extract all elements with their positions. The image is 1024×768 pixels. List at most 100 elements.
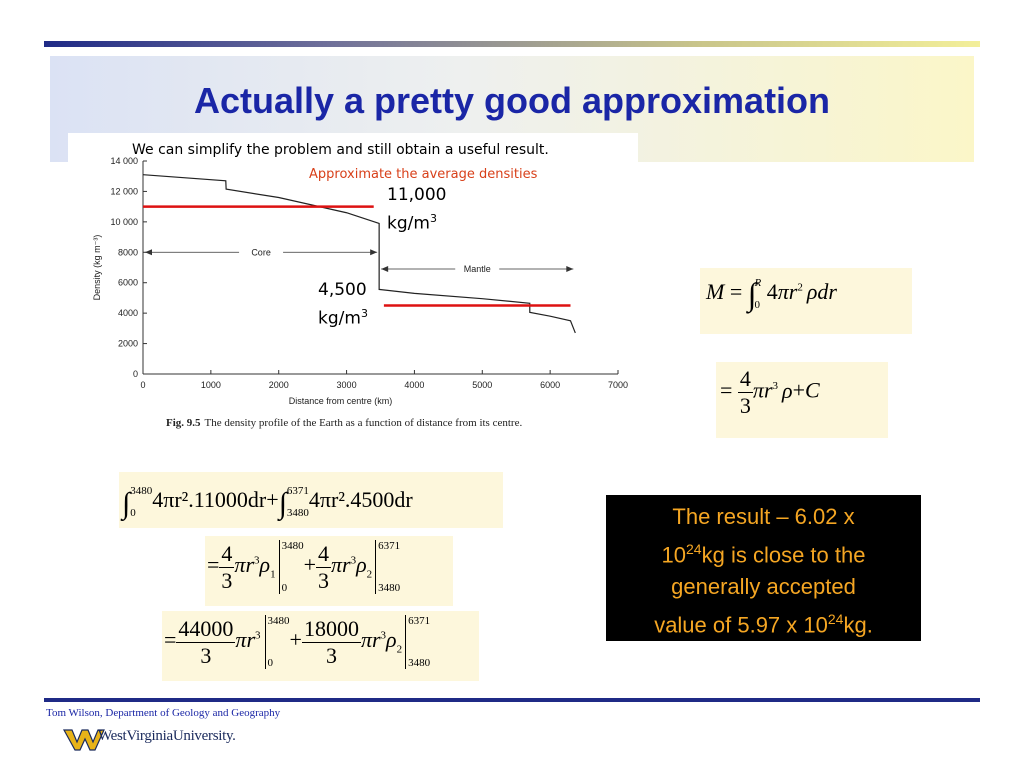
eq5-sub2: 2 xyxy=(396,643,403,656)
eq5-den2: 3 xyxy=(325,642,337,668)
result-line3: generally accepted xyxy=(671,574,856,600)
eq4-pow2: 3 xyxy=(350,554,357,567)
eq1-lhs: M xyxy=(706,279,725,305)
y-tick-label: 0 xyxy=(133,369,138,379)
core-density-unit: kg/m xyxy=(387,213,430,234)
eq5-rho2: ρ xyxy=(386,627,397,653)
core-density-label: 11,000 kg/m3 xyxy=(387,184,446,236)
eq4-sub1: 1 xyxy=(270,568,276,581)
eq5-den1: 3 xyxy=(200,642,212,668)
density-figure xyxy=(68,133,638,435)
result-line4-exp: 24 xyxy=(827,611,844,628)
result-line2-rest: kg is close to the xyxy=(701,542,866,568)
eq1-pi: π xyxy=(777,279,789,305)
eq4-den2: 3 xyxy=(318,567,329,593)
eq4-lim1-lo: 0 xyxy=(281,582,288,594)
eq5-body2: πr xyxy=(360,627,381,653)
equation-mass-box xyxy=(700,268,912,334)
caption-label: Fig. 9.5 xyxy=(166,417,201,429)
eq3-plus: + xyxy=(266,487,279,513)
core-density-exp: 3 xyxy=(429,212,437,225)
eq3-a-upper: 3480 xyxy=(130,485,153,497)
mantle-density-label: 4,500 kg/m3 xyxy=(318,279,368,331)
x-tick-label: 3000 xyxy=(337,380,357,390)
integral-icon: ∫ xyxy=(122,487,131,521)
y-tick-label: 6000 xyxy=(118,278,138,288)
eq4-pow1: 3 xyxy=(254,554,260,567)
eq5-lim1-lo: 0 xyxy=(267,657,274,669)
eq4-rho2: ρ xyxy=(356,552,367,578)
eq5-lim2-up: 6371 xyxy=(408,615,431,627)
eq5-num2: 18000 xyxy=(301,615,361,643)
eq1-upper: R xyxy=(754,277,762,289)
y-tick-label: 12 000 xyxy=(110,186,138,196)
eq2-c: C xyxy=(805,377,820,403)
eq4-body1: πr xyxy=(234,552,255,578)
eq2-num: 4 xyxy=(737,366,753,393)
eq3-b-body: 4πr².4500dr xyxy=(308,487,413,513)
mantle-density-unit: kg/m xyxy=(318,308,361,329)
approx-note: Approximate the average densities xyxy=(309,167,538,182)
eq5-pow2: 3 xyxy=(380,629,387,642)
result-line4-post: kg. xyxy=(843,612,873,638)
arrow-head-icon xyxy=(566,266,574,273)
x-tick-label: 7000 xyxy=(608,380,628,390)
eq4-lim2-up: 6371 xyxy=(378,540,401,552)
eq4-num2: 4 xyxy=(316,540,331,568)
eq5-plus: + xyxy=(289,627,302,653)
region-label-bg xyxy=(455,263,500,276)
eq1-r: r xyxy=(788,279,798,305)
arrow-head-icon xyxy=(381,266,389,273)
eq2-plus: + xyxy=(792,377,805,403)
eq5-pow1: 3 xyxy=(255,629,261,642)
equation-evaluated-box xyxy=(205,536,453,606)
region-label-bg xyxy=(239,246,284,259)
integral-icon: ∫ xyxy=(747,276,757,313)
y-tick-label: 2000 xyxy=(118,339,138,349)
page-title: Actually a pretty good approximation xyxy=(193,80,831,121)
top-divider xyxy=(44,41,980,47)
result-line2-exp: 24 xyxy=(686,541,702,557)
y-axis-label: Density (kg m⁻³) xyxy=(92,235,102,301)
eq5-lim1-up: 3480 xyxy=(267,615,290,627)
footer-credit: Tom Wilson, Department of Geology and Ge… xyxy=(46,707,281,719)
wvu-logo-text: WestVirginiaUniversity. xyxy=(98,728,236,744)
region-label: Mantle xyxy=(464,264,491,274)
eq4-lim2-lo: 3480 xyxy=(378,582,401,594)
eq1-coef: 4 xyxy=(766,279,778,305)
x-tick-label: 1000 xyxy=(201,380,221,390)
caption-text: The density profile of the Earth as a fu… xyxy=(204,417,523,429)
eq5-lim2-lo: 3480 xyxy=(408,657,431,669)
eq3-b-upper: 6371 xyxy=(286,485,309,497)
equation-integrated-box xyxy=(716,362,888,438)
eq2-rho: ρ xyxy=(782,377,793,403)
eq3-a-lower: 0 xyxy=(130,507,136,519)
result-line2-base: 10 xyxy=(661,542,687,568)
eq2-pi: π xyxy=(752,377,764,403)
eq4-body2: πr xyxy=(331,552,351,578)
eq1-rho: ρ xyxy=(806,279,818,305)
result-line4-pre: value of 5.97 x 10 xyxy=(654,612,828,638)
x-axis-label: Distance from centre (km) xyxy=(289,396,393,406)
arrow-head-icon xyxy=(370,249,378,256)
core-density-value: 11,000 xyxy=(387,185,447,205)
equation-split-box xyxy=(119,472,503,528)
density-chart: 0 1000 2000 3000 4000 5000 6000 7000 0 2000 4000 60… xyxy=(92,156,628,406)
eq4-den1: 3 xyxy=(221,567,233,593)
equation-numeric: = 44000 3 πr3 3480 0 +18000 3 πr3ρ2 6371 3480 xyxy=(164,615,431,669)
equation-integrated: = 4 3 πr3 ρ+C xyxy=(720,366,820,418)
x-tick-label: 2000 xyxy=(269,380,289,390)
equation-split: ∫ 3480 0 4πr².11000dr+∫ 6371 3480 4πr².4… xyxy=(122,484,413,521)
x-tick-label: 6000 xyxy=(540,380,560,390)
figure-caption: Fig. 9.5 The density profile of the Earth… xyxy=(166,417,522,429)
integral-icon: ∫ xyxy=(278,487,287,521)
y-tick-label: 10 000 xyxy=(110,217,138,227)
subtitle: We can simplify the problem and still ob… xyxy=(132,142,549,158)
result-box: The result – 6.02 x 1024kg is close to t… xyxy=(606,495,921,641)
eq4-sub2: 2 xyxy=(366,568,373,581)
eq4-plus: + xyxy=(303,552,316,578)
equation-evaluated: = 4 3 πr3ρ1 3480 0 +4 3 πr3ρ2 6371 3480 xyxy=(207,540,401,594)
eq5-body1: πr xyxy=(235,627,256,653)
eq1-pow: 2 xyxy=(797,281,803,294)
y-tick-label: 14 000 xyxy=(110,156,138,166)
